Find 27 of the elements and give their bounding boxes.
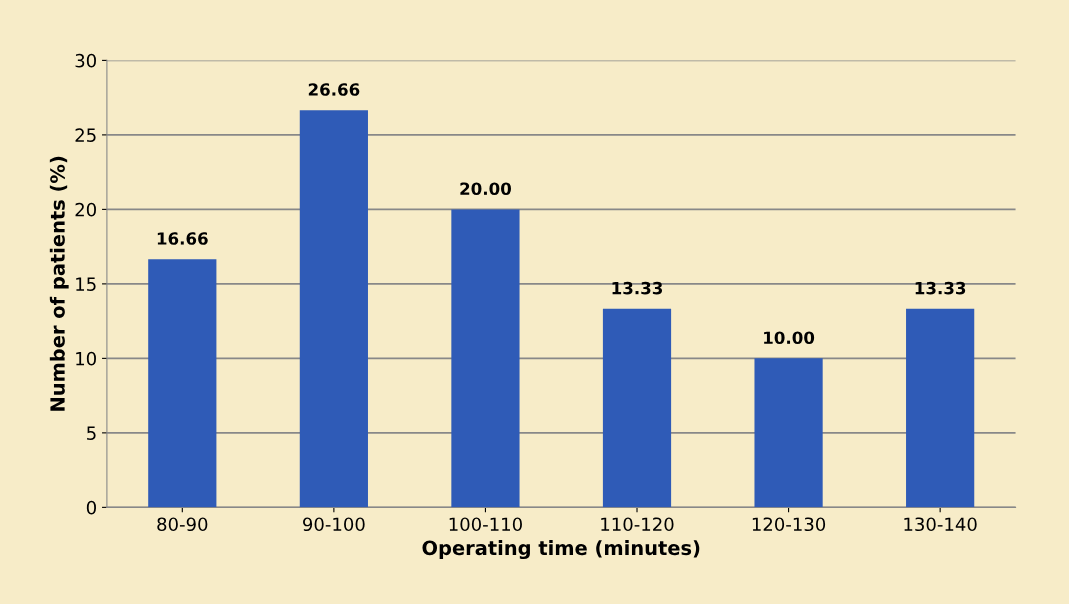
y-tick-label: 0 xyxy=(86,500,96,515)
bar xyxy=(148,259,217,508)
x-tick-label: 100-110 xyxy=(449,517,522,532)
y-tick-label: 15 xyxy=(76,277,96,291)
x-tick-label: 130-140 xyxy=(904,517,977,532)
data-label: 16.66 xyxy=(157,232,208,245)
y-axis-title: Number of patients (%) xyxy=(49,156,69,411)
bar xyxy=(602,308,672,508)
bar xyxy=(299,110,368,508)
x-tick-label: 110-120 xyxy=(601,517,674,532)
y-tick-label: 25 xyxy=(75,128,96,143)
data-label: 26.66 xyxy=(308,83,360,96)
data-label: 13.33 xyxy=(915,281,966,295)
data-label: 10.00 xyxy=(764,331,815,345)
y-tick-label: 20 xyxy=(75,202,96,217)
y-tick-label: 10 xyxy=(76,351,96,366)
x-tick-label: 80-90 xyxy=(157,517,208,532)
y-tick-label: 30 xyxy=(75,53,96,68)
x-tick-label: 90-100 xyxy=(303,517,365,532)
data-label: 13.33 xyxy=(612,281,663,295)
x-axis-title: Operating time (minutes) xyxy=(422,540,700,560)
bar xyxy=(906,308,975,508)
x-tick-label: 120-130 xyxy=(752,517,826,532)
y-tick-label: 5 xyxy=(87,426,96,440)
bar xyxy=(451,209,520,508)
bar xyxy=(754,358,823,508)
data-label: 20.00 xyxy=(460,182,511,196)
